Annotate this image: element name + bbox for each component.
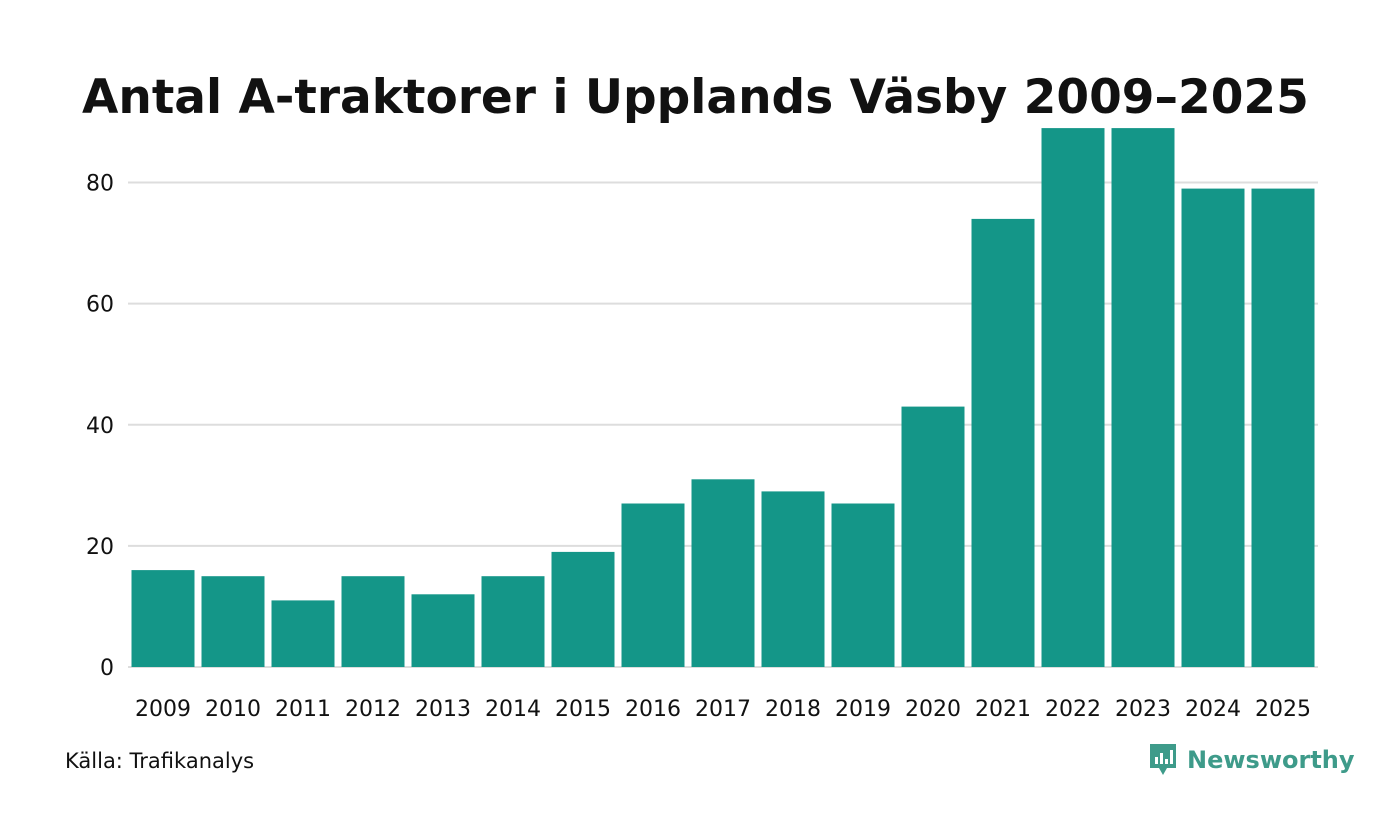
x-tick-label: 2023 xyxy=(1115,697,1171,722)
y-tick-label: 0 xyxy=(100,656,114,681)
x-tick-label: 2018 xyxy=(765,697,821,722)
newsworthy-logo-icon xyxy=(1150,744,1176,775)
bar-2021 xyxy=(971,218,1035,667)
x-tick-label: 2015 xyxy=(555,697,611,722)
x-tick-label: 2010 xyxy=(205,697,261,722)
brand-logo: Newsworthy xyxy=(1148,742,1355,778)
x-tick-label: 2012 xyxy=(345,697,401,722)
bar-2018 xyxy=(761,491,825,667)
chart-title: Antal A-traktorer i Upplands Väsby 2009–… xyxy=(82,70,1309,125)
y-tick-label: 20 xyxy=(86,535,114,560)
bar-2009 xyxy=(131,570,195,667)
x-tick-label: 2024 xyxy=(1185,697,1241,722)
bar-2016 xyxy=(621,503,685,667)
x-tick-label: 2009 xyxy=(135,697,191,722)
source-note: Källa: Trafikanalys xyxy=(65,749,255,773)
bar-2022 xyxy=(1041,128,1105,668)
x-axis-ticks: 2009 2010 2011 2012 2013 2014 2015 2016 2017 2018… xyxy=(135,697,1311,722)
bar-2015 xyxy=(551,551,615,667)
x-tick-label: 2011 xyxy=(275,697,331,722)
bar-2010 xyxy=(201,576,265,667)
y-tick-label: 40 xyxy=(86,414,114,439)
bar-2011 xyxy=(271,600,335,667)
y-axis-ticks: 0 20 40 60 80 xyxy=(86,172,114,681)
bars xyxy=(131,128,1315,668)
x-tick-label: 2025 xyxy=(1255,697,1311,722)
bar-2013 xyxy=(411,594,475,667)
x-tick-label: 2021 xyxy=(975,697,1031,722)
x-tick-label: 2014 xyxy=(485,697,541,722)
bar-2023 xyxy=(1111,128,1175,668)
bar-2020 xyxy=(901,406,965,667)
x-tick-label: 2016 xyxy=(625,697,681,722)
brand-name: Newsworthy xyxy=(1187,746,1355,774)
y-tick-label: 60 xyxy=(86,293,114,318)
bar-2025 xyxy=(1251,188,1315,667)
y-tick-label: 80 xyxy=(86,172,114,197)
x-tick-label: 2020 xyxy=(905,697,961,722)
bar-2024 xyxy=(1181,188,1245,667)
x-tick-label: 2022 xyxy=(1045,697,1101,722)
bar-2017 xyxy=(691,479,755,667)
x-tick-label: 2017 xyxy=(695,697,751,722)
bar-2012 xyxy=(341,576,405,667)
x-tick-label: 2019 xyxy=(835,697,891,722)
x-tick-label: 2013 xyxy=(415,697,471,722)
bar-2014 xyxy=(481,576,545,667)
bar-2019 xyxy=(831,503,895,667)
